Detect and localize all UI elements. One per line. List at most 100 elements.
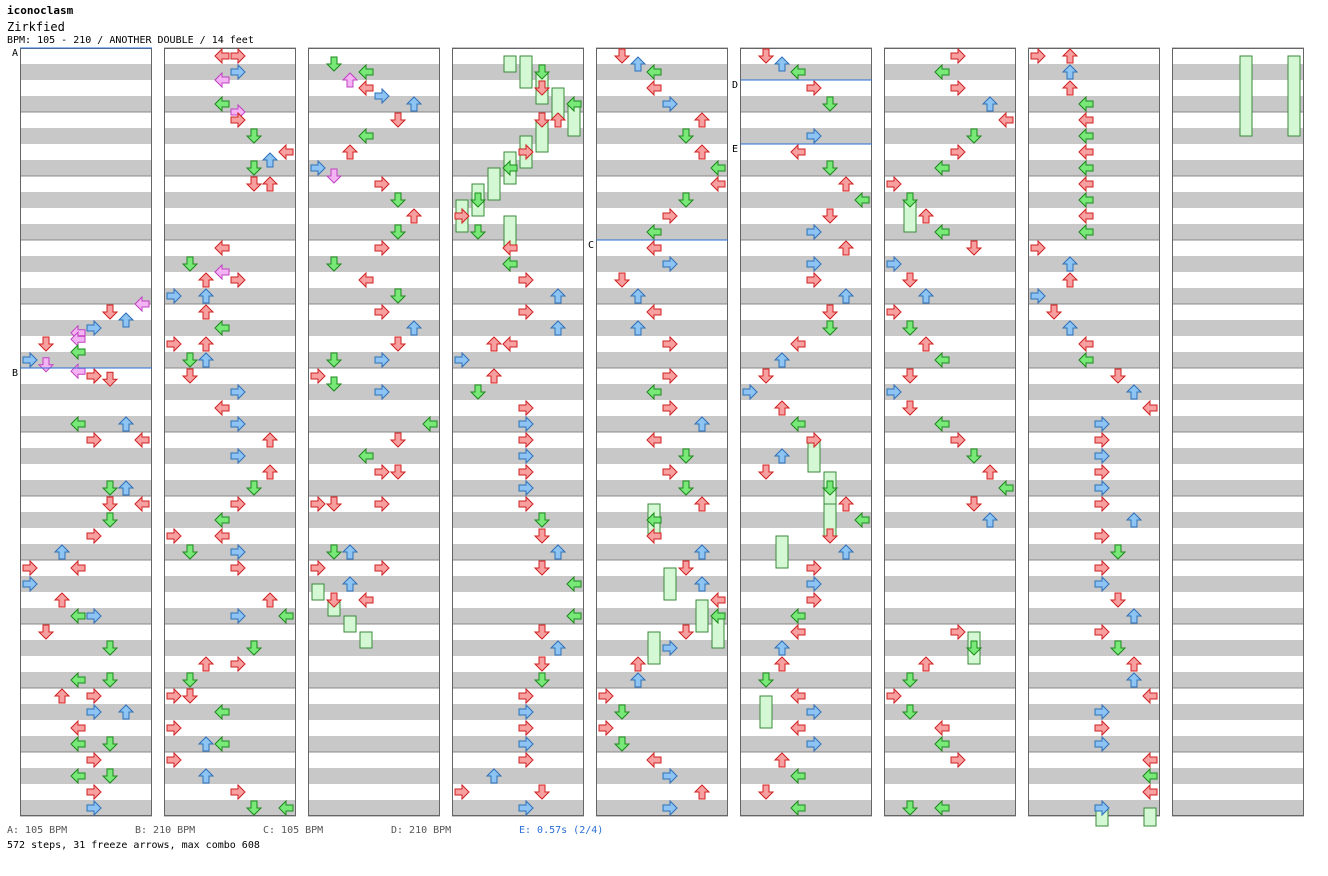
beat-band [452,672,584,688]
step-arrow [1078,111,1094,129]
chart-stats: 572 steps, 31 freeze arrows, max combo 6… [7,840,260,851]
step-arrow [245,800,263,816]
step-arrow [22,559,38,577]
beat-band [452,736,584,752]
beat-band [452,64,584,80]
beat-band [308,352,440,368]
step-arrow [37,336,55,352]
beat-band [1028,352,1160,368]
beat-band [164,320,296,336]
step-arrow [518,447,534,465]
beat-band [452,288,584,304]
step-arrow [1078,335,1094,353]
step-arrow [1125,672,1143,688]
freeze-arrow [1287,55,1301,137]
step-arrow [533,784,551,800]
beat-band [1172,288,1304,304]
beat-band [308,544,440,560]
artist-name: iconoclasm [7,4,74,17]
step-arrow [1045,304,1063,320]
beat-band [20,704,152,720]
bpm-legend-item: A: 105 BPM [7,825,68,836]
beat-band [740,736,872,752]
beat-band [20,384,152,400]
step-arrow [629,288,647,304]
step-arrow [1125,384,1143,400]
step-arrow [854,191,870,209]
step-arrow [101,640,119,656]
step-arrow [261,176,279,192]
step-arrow [181,688,199,704]
step-arrow [901,272,919,288]
beat-band [164,576,296,592]
beat-band [1028,576,1160,592]
step-arrow [518,719,534,737]
step-arrow [821,528,839,544]
beat-band [1028,672,1160,688]
beat-band [1172,544,1304,560]
step-arrow [214,703,230,721]
beat-band [164,512,296,528]
beat-band [1172,512,1304,528]
beat-band [308,608,440,624]
beat-band [596,256,728,272]
step-arrow [917,288,935,304]
freeze-arrow [695,599,709,633]
beat-band [20,480,152,496]
beat-band [164,384,296,400]
step-arrow [181,256,199,272]
beat-band [884,736,1016,752]
step-arrow [950,143,966,161]
beat-band [1028,704,1160,720]
beat-band [740,320,872,336]
step-arrow [837,176,855,192]
beat-band [1172,64,1304,80]
step-arrow [773,352,791,368]
beat-band [740,416,872,432]
step-arrow [646,223,662,241]
song-title: Zirkfied [7,20,65,34]
freeze-arrow [519,55,533,89]
step-arrow [53,544,71,560]
step-arrow [214,735,230,753]
step-arrow [389,192,407,208]
column-frame [164,48,296,816]
beat-band [596,96,728,112]
beat-band [884,704,1016,720]
step-arrow [1094,479,1110,497]
step-arrow [325,544,343,560]
step-arrow [325,376,343,392]
step-arrow [533,512,551,528]
step-arrow [934,735,950,753]
step-arrow [1078,95,1094,113]
beat-band [164,192,296,208]
step-arrow [1142,767,1158,785]
step-arrow [934,351,950,369]
step-arrow [230,383,246,401]
beat-band [884,352,1016,368]
step-arrow [70,719,86,737]
step-arrow [1030,239,1046,257]
step-arrow [934,719,950,737]
beat-band [884,672,1016,688]
beat-band [452,160,584,176]
beat-band [596,544,728,560]
step-arrow [662,367,678,385]
step-arrow [117,480,135,496]
beat-band [20,800,152,816]
beat-band [1172,192,1304,208]
step-arrow [646,383,662,401]
step-arrow [693,112,711,128]
freeze-arrow [1143,807,1157,827]
step-arrow [1094,799,1110,817]
step-arrow [917,336,935,352]
step-arrow [821,304,839,320]
beat-band [740,128,872,144]
beat-band [884,64,1016,80]
beat-band [20,672,152,688]
beat-band [596,480,728,496]
step-arrow [566,575,582,593]
beat-band [452,640,584,656]
step-arrow [134,495,150,513]
beat-band [1172,224,1304,240]
